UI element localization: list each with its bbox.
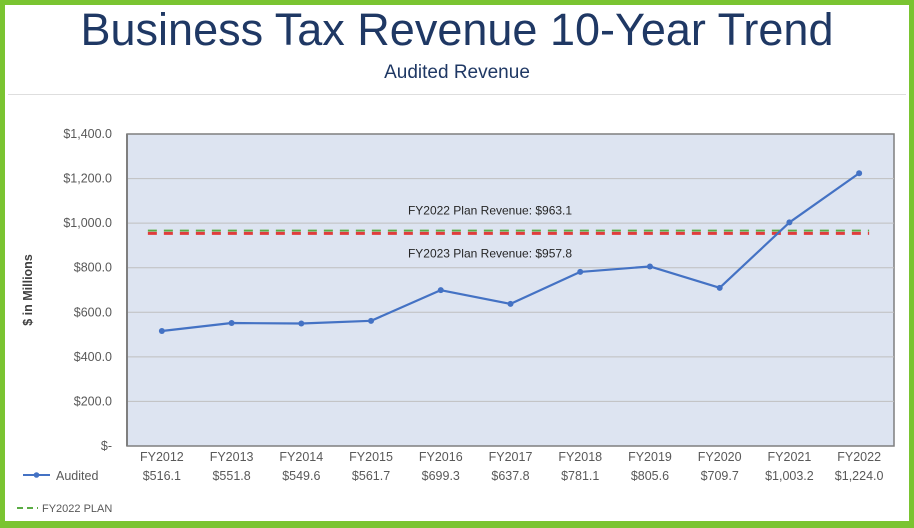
y-tick-label: $1,200.0 xyxy=(63,172,112,186)
y-tick-label: $1,400.0 xyxy=(63,127,112,141)
x-tick-label: FY2020 xyxy=(698,450,742,464)
x-tick-label: FY2022 xyxy=(837,450,881,464)
plan-lines xyxy=(147,229,870,235)
page-subtitle: Audited Revenue xyxy=(384,62,530,83)
y-tick-label: $800.0 xyxy=(74,261,112,275)
data-table-value: $549.6 xyxy=(282,469,320,483)
x-tick-label: FY2021 xyxy=(768,450,812,464)
x-tick-label: FY2013 xyxy=(210,450,254,464)
x-tick-label: FY2014 xyxy=(279,450,323,464)
audited-point xyxy=(228,320,235,327)
audited-point xyxy=(298,320,305,327)
audited-point xyxy=(577,268,584,275)
audited-point xyxy=(716,284,723,291)
header-divider xyxy=(8,94,906,95)
data-table-value: $805.6 xyxy=(631,469,669,483)
y-tick-label: $1,000.0 xyxy=(63,216,112,230)
legend-audited-label: Audited xyxy=(56,469,98,483)
gridlines xyxy=(126,134,894,446)
data-table-value: $1,224.0 xyxy=(835,469,884,483)
audited-point xyxy=(507,300,514,307)
y-tick-label: $600.0 xyxy=(74,305,112,319)
data-table-value: $551.8 xyxy=(212,469,250,483)
data-table-value: $561.7 xyxy=(352,469,390,483)
data-table-value: $1,003.2 xyxy=(765,469,814,483)
audited-point xyxy=(646,263,653,270)
x-tick-label: FY2015 xyxy=(349,450,393,464)
data-table-value: $516.1 xyxy=(143,469,181,483)
audited-point xyxy=(368,317,375,324)
legend-fy2022-label: FY2022 PLAN xyxy=(42,503,112,515)
data-table: $516.1 $551.8 $549.6 $561.7 $699.3 $637.8 $781… xyxy=(143,469,884,483)
x-tick-label: FY2012 xyxy=(140,450,184,464)
data-table-value: $781.1 xyxy=(561,469,599,483)
data-table-value: $637.8 xyxy=(491,469,529,483)
legend: Audited FY2022 PLAN xyxy=(17,469,112,515)
annotation-fy2022-plan: FY2022 Plan Revenue: $963.1 xyxy=(408,203,572,217)
y-tick-label: $200.0 xyxy=(74,394,112,408)
y-tick-label: $- xyxy=(101,439,112,453)
audited-point xyxy=(856,170,863,177)
x-tick-label: FY2016 xyxy=(419,450,463,464)
x-tick-label: FY2018 xyxy=(558,450,602,464)
y-tick-label: $400.0 xyxy=(74,350,112,364)
page-title: Business Tax Revenue 10-Year Trend xyxy=(80,4,834,55)
audited-point xyxy=(158,327,165,334)
x-tick-label: FY2019 xyxy=(628,450,672,464)
x-axis-categories: FY2012 FY2013 FY2014 FY2015 FY2016 FY2017 FY20… xyxy=(140,450,881,464)
audited-point xyxy=(786,219,793,226)
plot-area xyxy=(126,133,895,447)
data-table-value: $709.7 xyxy=(701,469,739,483)
audited-point xyxy=(437,287,444,294)
y-axis-label: $ in Millions xyxy=(21,254,35,326)
x-tick-label: FY2017 xyxy=(489,450,533,464)
annotation-fy2023-plan: FY2023 Plan Revenue: $957.8 xyxy=(408,247,572,261)
legend-audited-marker-icon xyxy=(33,472,40,478)
y-axis-ticks: $- $200.0 $400.0 $600.0 $800.0 $1,000.0 $1,200… xyxy=(63,127,112,453)
data-table-value: $699.3 xyxy=(422,469,460,483)
audited-series xyxy=(158,170,863,334)
